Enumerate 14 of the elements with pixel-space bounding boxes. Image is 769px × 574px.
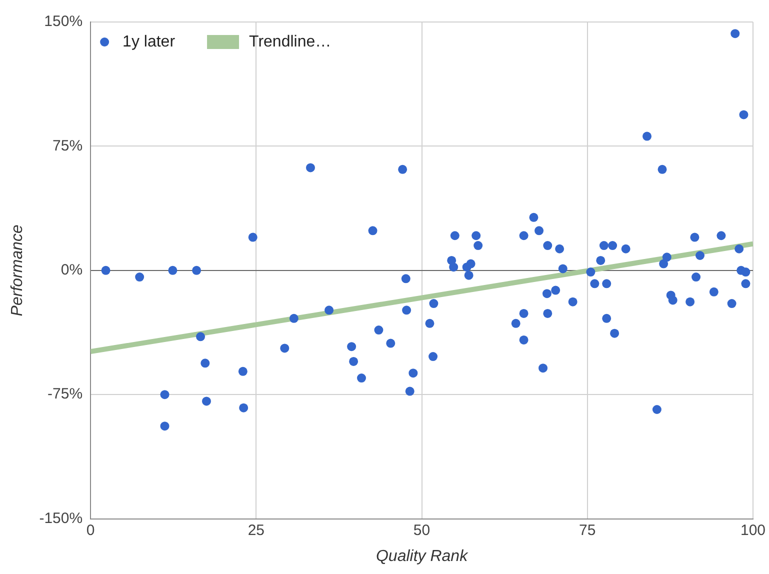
x-axis-title: Quality Rank	[376, 548, 469, 565]
y-tick-label: 150%	[44, 13, 83, 30]
x-tick-label: 25	[248, 522, 265, 539]
x-tick-label: 100	[740, 522, 766, 539]
x-tick-label: 75	[579, 522, 596, 539]
legend-label: Trendline…	[249, 33, 332, 50]
x-tick-label: 50	[413, 522, 430, 539]
y-axis-title: Performance	[9, 224, 26, 316]
y-tick-label: 0%	[60, 262, 83, 279]
legend-label: 1y later	[122, 33, 176, 50]
y-tick-label: 75%	[52, 137, 83, 154]
y-tick-label: -150%	[39, 510, 83, 527]
y-tick-label: -75%	[48, 386, 83, 403]
x-tick-label: 0	[86, 522, 95, 539]
